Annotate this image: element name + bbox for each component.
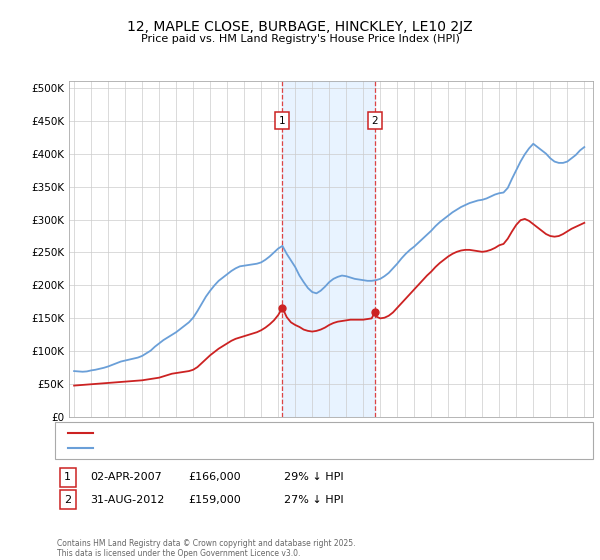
Text: 1: 1: [279, 116, 286, 126]
Text: 2: 2: [64, 494, 71, 505]
Text: Contains HM Land Registry data © Crown copyright and database right 2025.
This d: Contains HM Land Registry data © Crown c…: [57, 539, 355, 558]
Text: £166,000: £166,000: [188, 472, 241, 482]
Text: HPI: Average price, detached house, Hinckley and Bosworth: HPI: Average price, detached house, Hinc…: [99, 442, 392, 452]
Text: Price paid vs. HM Land Registry's House Price Index (HPI): Price paid vs. HM Land Registry's House …: [140, 34, 460, 44]
Text: 12, MAPLE CLOSE, BURBAGE, HINCKLEY, LE10 2JZ: 12, MAPLE CLOSE, BURBAGE, HINCKLEY, LE10…: [127, 20, 473, 34]
Text: £159,000: £159,000: [188, 494, 241, 505]
Text: 12, MAPLE CLOSE, BURBAGE, HINCKLEY, LE10 2JZ (detached house): 12, MAPLE CLOSE, BURBAGE, HINCKLEY, LE10…: [99, 428, 432, 438]
Text: 02-APR-2007: 02-APR-2007: [91, 472, 163, 482]
Text: 1: 1: [64, 472, 71, 482]
Text: 29% ↓ HPI: 29% ↓ HPI: [284, 472, 343, 482]
Text: 31-AUG-2012: 31-AUG-2012: [91, 494, 165, 505]
Text: 27% ↓ HPI: 27% ↓ HPI: [284, 494, 343, 505]
Text: 2: 2: [371, 116, 378, 126]
Bar: [283, 81, 374, 417]
